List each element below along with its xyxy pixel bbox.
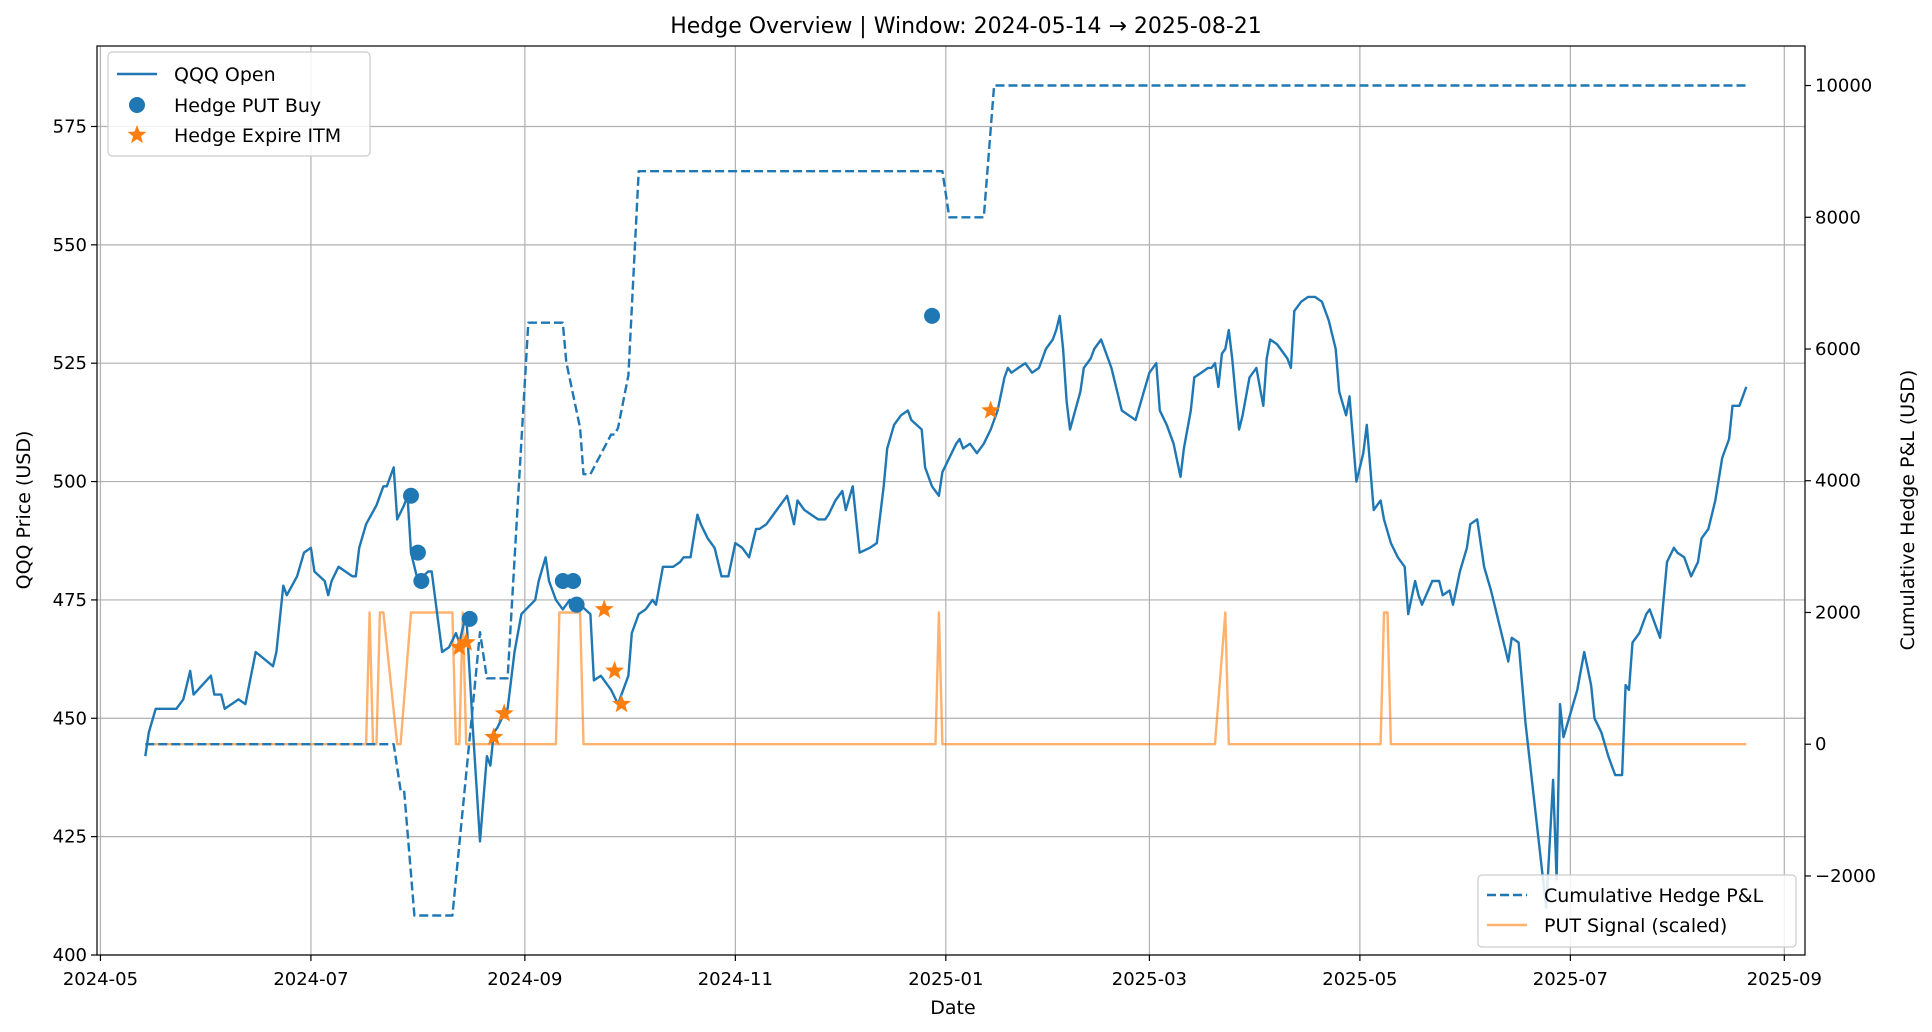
hedge-put-buy-marker	[568, 596, 585, 613]
hedge-expire-itm-marker	[484, 727, 504, 746]
hedge-expire-itm-marker	[605, 660, 625, 679]
y-axis-label: QQQ Price (USD)	[13, 431, 35, 590]
hedge-put-buy-marker	[461, 610, 478, 627]
legend-label-buy: Hedge PUT Buy	[174, 95, 321, 117]
x-tick-label: 2025-01	[908, 969, 983, 990]
chart-title: Hedge Overview | Window: 2024-05-14 → 20…	[670, 14, 1262, 39]
y-tick-label: 475	[53, 590, 87, 611]
x-tick-label: 2025-09	[1747, 969, 1822, 990]
legend-top-left: QQQ Open Hedge PUT Buy Hedge Expire ITM	[107, 51, 371, 157]
y-right-tick-label: 2000	[1815, 602, 1861, 623]
legend-box	[1477, 874, 1797, 948]
y-tick-label: 575	[53, 116, 87, 137]
y-axis-left: 400 425 450 475 500 525 550 575	[53, 116, 97, 966]
y-axis-right: −2000 0 2000 4000 6000 8000 10000	[1805, 76, 1876, 887]
hedge-expire-itm-marker	[612, 694, 631, 713]
x-axis-label: Date	[930, 997, 975, 1019]
x-tick-label: 2024-11	[698, 969, 773, 990]
x-tick-label: 2025-07	[1533, 969, 1608, 990]
y-tick-label: 425	[53, 827, 87, 848]
series-put-signal-line	[145, 611, 1747, 746]
hedge-expire-itm-marker	[456, 632, 476, 651]
x-tick-label: 2024-05	[63, 969, 138, 990]
y-tick-label: 400	[53, 945, 87, 966]
y-tick-label: 525	[53, 353, 87, 374]
series-hedge-pnl-line	[145, 84, 1747, 917]
x-tick-label: 2025-05	[1322, 969, 1397, 990]
x-axis: 2024-05 2024-07 2024-09 2024-11 2025-01 2025-…	[63, 955, 1822, 990]
y-right-tick-label: −2000	[1815, 866, 1876, 887]
hedge-put-buy-marker	[924, 307, 941, 324]
series-qqq-open-line	[144, 295, 1748, 909]
legend-label-expire: Hedge Expire ITM	[174, 125, 341, 147]
hedge-expire-itm-marker	[494, 703, 514, 722]
legend-swatch-expire	[127, 125, 147, 144]
hedge-expire-itm-marker	[594, 599, 614, 618]
hedge-put-buy-marker	[402, 487, 419, 504]
legend-label-price: QQQ Open	[174, 64, 276, 86]
hedge-put-buy-marker	[565, 572, 582, 589]
legend-box	[107, 51, 371, 157]
y-right-tick-label: 8000	[1815, 207, 1861, 228]
legend-swatch-buy	[129, 97, 145, 113]
y-tick-label: 550	[53, 235, 87, 256]
y-right-tick-label: 4000	[1815, 471, 1861, 492]
y-right-tick-label: 6000	[1815, 339, 1861, 360]
x-tick-label: 2024-09	[487, 969, 562, 990]
plot-frame	[96, 45, 1806, 956]
series-layer	[144, 84, 1748, 917]
legend-label-signal: PUT Signal (scaled)	[1544, 915, 1727, 937]
x-tick-label: 2025-03	[1112, 969, 1187, 990]
hedge-expire-itm-marker	[449, 637, 469, 656]
hedge-put-buy-marker	[413, 572, 430, 589]
markers-layer	[402, 307, 1001, 746]
legend-label-pnl: Cumulative Hedge P&L	[1544, 885, 1764, 907]
y-right-tick-label: 10000	[1815, 76, 1872, 97]
hedge-put-buy-marker	[409, 544, 426, 561]
legend-bottom-right: Cumulative Hedge P&L PUT Signal (scaled)	[1477, 874, 1797, 948]
y-axis-label-right: Cumulative Hedge P&L (USD)	[1897, 370, 1919, 651]
y-tick-label: 500	[53, 472, 87, 493]
hedge-expire-itm-marker	[981, 400, 1001, 419]
y-right-tick-label: 0	[1815, 734, 1826, 755]
y-tick-label: 450	[53, 708, 87, 729]
x-tick-label: 2024-07	[273, 969, 348, 990]
